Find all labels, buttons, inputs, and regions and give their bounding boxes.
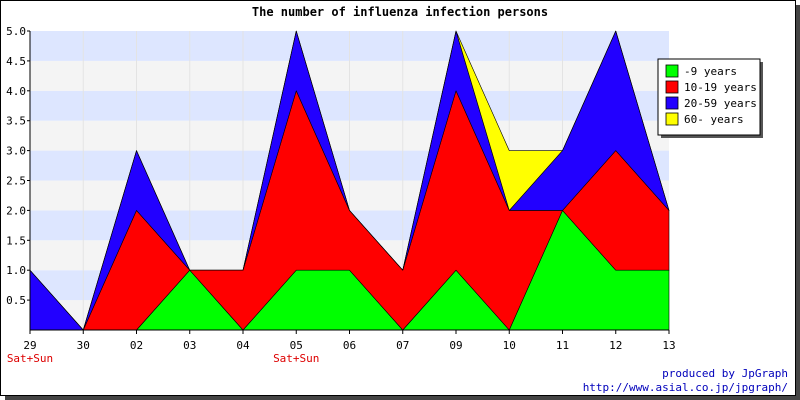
- x-tick-label: 03: [183, 339, 196, 352]
- x-tick-label: 13: [662, 339, 675, 352]
- x-tick-label: 12: [609, 339, 622, 352]
- weekend-label: Sat+Sun: [7, 352, 53, 365]
- series-areas: [29, 30, 670, 331]
- x-tick-label: 05: [290, 339, 303, 352]
- x-tick-label: 06: [343, 339, 356, 352]
- legend-label: 20-59 years: [684, 97, 757, 110]
- y-tick-label: 1.5: [6, 234, 26, 247]
- y-tick-label: 5.0: [6, 25, 26, 38]
- legend-label: 10-19 years: [684, 81, 757, 94]
- x-tick-label: 09: [449, 339, 462, 352]
- x-tick-label: 11: [556, 339, 569, 352]
- footer-credit: produced by JpGraph: [662, 367, 788, 380]
- legend-swatch: [665, 96, 679, 110]
- y-tick-label: 2.5: [6, 175, 26, 188]
- chart-title: The number of influenza infection person…: [252, 5, 548, 19]
- x-tick-label: 10: [503, 339, 516, 352]
- legend: -9 years 10-19 years 20-59 years 60- years: [657, 58, 763, 138]
- y-tick-labels: 5.0 4.5 4.0 3.5 3.0 2.5 2.0 1.5 1.0 0.5: [6, 25, 30, 307]
- y-tick-label: 3.0: [6, 145, 26, 158]
- area-60-years: [29, 30, 670, 331]
- y-tick-label: 3.5: [6, 115, 26, 128]
- y-tick-label: 1.0: [6, 264, 26, 277]
- y-tick-label: 4.0: [6, 85, 26, 98]
- legend-swatch: [665, 80, 679, 94]
- legend-label: 60- years: [684, 113, 744, 126]
- legend-swatch: [665, 64, 679, 78]
- y-tick-label: 4.5: [6, 55, 26, 68]
- weekend-label: Sat+Sun: [273, 352, 319, 365]
- footer-url[interactable]: http://www.asial.co.jp/jpgraph/: [583, 381, 788, 394]
- x-tick-label: 07: [396, 339, 409, 352]
- x-tick-label: 29: [23, 339, 36, 352]
- legend-swatch: [665, 112, 679, 126]
- x-tick-label: 02: [130, 339, 143, 352]
- legend-label: -9 years: [684, 65, 737, 78]
- y-tick-label: 2.0: [6, 204, 26, 217]
- x-tick-label: 04: [236, 339, 250, 352]
- x-tick-label: 30: [77, 339, 90, 352]
- y-tick-label: 0.5: [6, 294, 26, 307]
